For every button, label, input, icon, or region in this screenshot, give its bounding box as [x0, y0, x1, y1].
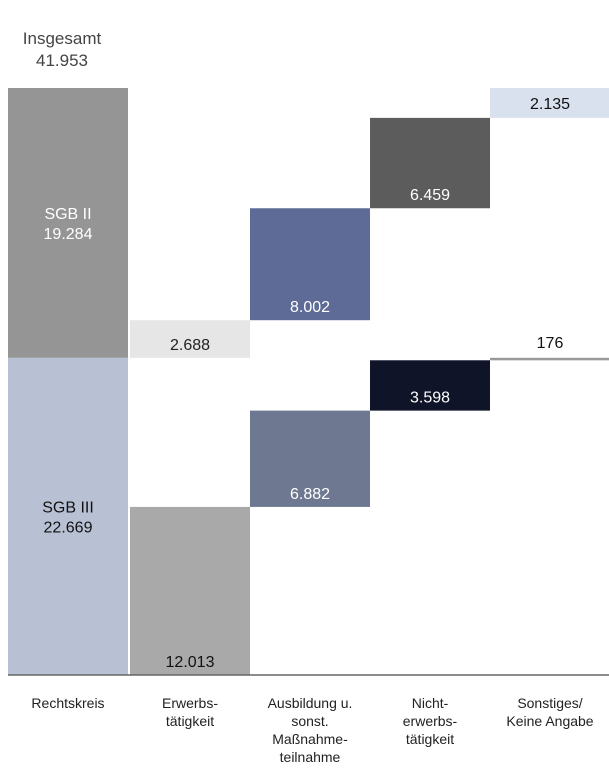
bar-label-sgb2-nichterwerbstaetigkeit: 6.459 [410, 187, 450, 204]
bar-sgb2-nichterwerbstaetigkeit [370, 117, 490, 209]
bar-sgb2-rechtskreis [8, 88, 128, 358]
bar-label-sgb3-rechtskreis-line-0: SGB III [42, 499, 94, 516]
bar-label-sgb2-sonstiges: 2.135 [530, 96, 570, 113]
category-label-sonstiges-line-0: Sonstiges/ [517, 695, 582, 711]
bar-label-sgb3-rechtskreis-line-1: 22.669 [44, 519, 93, 536]
category-label-ausbildung-line-1: sonst. [291, 713, 328, 729]
category-label-nichterwerbstaetigkeit-line-1: erwerbs- [403, 713, 458, 729]
bar-sgb3-nichterwerbstaetigkeit [370, 360, 490, 411]
bar-label-sgb2-rechtskreis-line-1: 19.284 [44, 226, 93, 243]
category-label-ausbildung-line-3: teilnahme [280, 749, 341, 765]
bar-sgb3-erwerbstaetigkeit [130, 506, 250, 675]
bar-sgb2-ausbildung [250, 208, 370, 321]
bars-layer [8, 88, 609, 675]
bar-label-sgb3-sonstiges: 176 [537, 335, 564, 352]
bar-sgb3-rechtskreis [8, 357, 128, 675]
bar-label-sgb3-erwerbstaetigkeit: 12.013 [166, 654, 215, 671]
category-label-ausbildung-line-2: Maßnahme- [272, 731, 348, 747]
category-label-erwerbstaetigkeit-line-0: Erwerbs- [162, 695, 218, 711]
bar-label-sgb3-ausbildung: 6.882 [290, 486, 330, 503]
bar-labels-layer: SGB III 22.669 12.013 6.882 3.598 176 SGB II 19… [42, 96, 570, 671]
bar-label-sgb2-rechtskreis-line-0: SGB II [44, 206, 91, 223]
total-label: Insgesamt [23, 29, 102, 48]
category-label-erwerbstaetigkeit-line-1: tätigkeit [166, 713, 214, 729]
bar-label-sgb2-erwerbstaetigkeit: 2.688 [170, 337, 210, 354]
bar-sgb3-ausbildung [250, 410, 370, 507]
category-label-nichterwerbstaetigkeit-line-2: tätigkeit [406, 731, 454, 747]
category-label-rechtskreis: Rechtskreis [31, 695, 104, 711]
bar-sgb2-erwerbstaetigkeit [130, 320, 250, 358]
bar-sgb3-sonstiges [490, 357, 609, 361]
category-labels-layer: Rechtskreis Erwerbs-tätigkeit Ausbildung u… [31, 695, 593, 765]
bar-sgb2-sonstiges [490, 88, 609, 118]
bar-label-sgb3-nichterwerbstaetigkeit: 3.598 [410, 390, 450, 407]
category-label-sonstiges-line-1: Keine Angabe [506, 713, 593, 729]
total-label-group: Insgesamt 41.953 [23, 29, 102, 70]
category-label-nichterwerbstaetigkeit-line-0: Nicht- [412, 695, 449, 711]
total-value: 41.953 [36, 51, 88, 70]
bar-label-sgb2-ausbildung: 8.002 [290, 299, 330, 316]
category-label-ausbildung-line-0: Ausbildung u. [268, 695, 353, 711]
